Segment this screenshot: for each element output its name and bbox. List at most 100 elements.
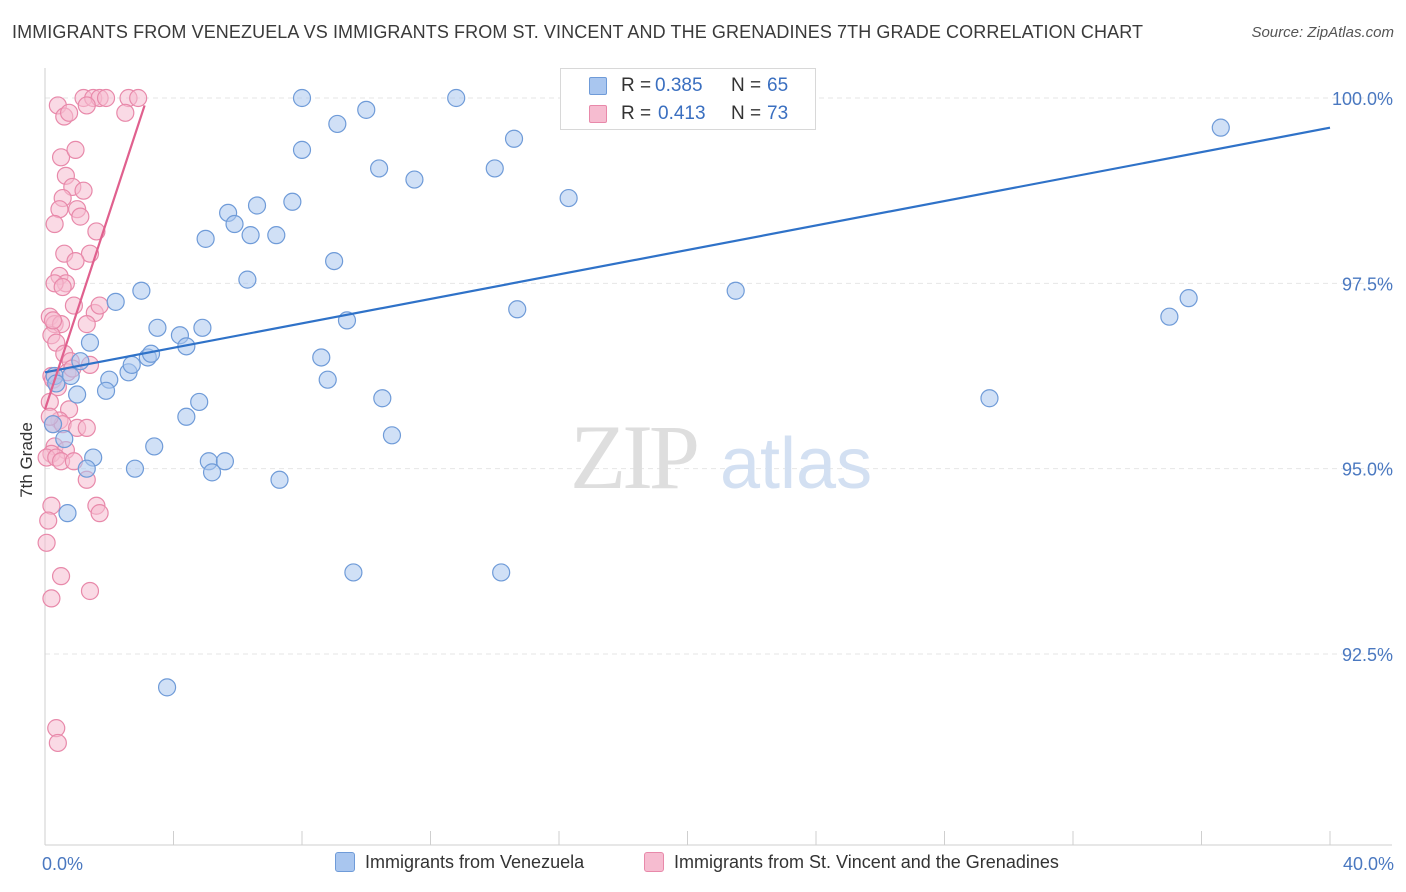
venezuela-point: [177, 407, 196, 426]
legend-n-value: 65: [767, 75, 789, 96]
venezuela-point: [370, 159, 389, 178]
watermark-zip: ZIP: [570, 406, 697, 508]
st-vincent-point: [77, 315, 96, 334]
venezuela-point: [312, 348, 331, 367]
venezuela-point: [145, 437, 164, 456]
correlation-legend: R = 0.385 N = 65 R = 0.413 N = 73: [560, 68, 816, 130]
st-vincent-point: [80, 581, 100, 601]
legend-r-value: 0.385: [655, 75, 703, 96]
chart-title: IMMIGRANTS FROM VENEZUELA VS IMMIGRANTS …: [12, 22, 1144, 42]
venezuela-point: [447, 88, 466, 108]
venezuela-point: [283, 192, 302, 211]
venezuela-point: [196, 229, 215, 248]
venezuela-point: [225, 214, 244, 234]
legend-r-label: R =: [621, 103, 652, 124]
x-tick-label-min: 0.0%: [42, 854, 83, 874]
legend-n-value: 73: [767, 103, 789, 124]
gridlines: [45, 97, 1392, 655]
venezuela-point: [148, 318, 167, 337]
legend-n-label: N =: [731, 75, 762, 96]
legend-swatch-st-vincent: [589, 105, 607, 123]
venezuela-point: [267, 226, 286, 245]
venezuela-point: [55, 429, 74, 449]
legend-r-label: R =: [621, 75, 652, 96]
venezuela-point: [504, 129, 524, 148]
venezuela-point: [58, 504, 77, 523]
st-vincent-point: [37, 533, 56, 552]
trend-line-venezuela: [44, 126, 1331, 374]
y-tick-label: 92.5%: [1342, 645, 1393, 665]
st-vincent-point: [53, 277, 72, 297]
venezuela-point: [485, 159, 504, 178]
st-vincent-point: [51, 567, 71, 586]
venezuela-point: [106, 292, 125, 311]
st-vincent-point: [129, 88, 148, 108]
bottom-legend-swatch-st-vincent: [644, 852, 664, 872]
y-tick-label: 95.0%: [1342, 460, 1393, 480]
st-vincent-point: [45, 214, 64, 234]
axes: [44, 68, 1392, 846]
st-vincent-point: [51, 148, 71, 167]
venezuela-point: [382, 426, 402, 445]
venezuela-point: [980, 389, 999, 408]
venezuela-point: [132, 281, 151, 300]
st-vincent-point: [43, 311, 63, 330]
bottom-legend-label-st-vincent: Immigrants from St. Vincent and the Gren…: [674, 852, 1059, 872]
legend-n-label: N =: [731, 103, 762, 124]
chart-source: Source: ZipAtlas.com: [1251, 24, 1394, 41]
venezuela-point: [190, 392, 209, 412]
bottom-legend-st-vincent: Immigrants from St. Vincent and the Gren…: [644, 852, 1059, 876]
venezuela-point: [157, 678, 177, 697]
venezuela-point: [125, 459, 145, 478]
venezuela-point: [373, 389, 392, 408]
y-tick-labels: 92.5% 95.0% 97.5% 100.0%: [1332, 89, 1393, 665]
venezuela-point: [292, 88, 312, 108]
legend-row-st-vincent: R = 0.413 N = 73: [561, 102, 815, 128]
venezuela-point: [292, 140, 312, 159]
venezuela-point: [508, 300, 527, 319]
st-vincent-point: [66, 140, 85, 159]
legend-swatch-venezuela: [589, 77, 607, 95]
venezuela-point: [492, 563, 511, 582]
st-vincent-point: [71, 207, 90, 226]
venezuela-point: [43, 415, 63, 434]
watermark-atlas: atlas: [720, 424, 872, 504]
st-vincent-point: [42, 496, 61, 515]
series-venezuela-points: [43, 88, 1230, 697]
venezuela-point: [68, 385, 87, 404]
y-tick-label: 97.5%: [1342, 274, 1393, 294]
venezuela-point: [270, 470, 289, 489]
y-tick-label: 100.0%: [1332, 89, 1393, 109]
venezuela-point: [80, 333, 100, 352]
x-tick-label-max: 40.0%: [1343, 854, 1394, 874]
venezuela-point: [238, 270, 257, 289]
series-st-vincent-points: [37, 88, 148, 753]
venezuela-point: [1211, 118, 1230, 137]
st-vincent-point: [116, 103, 135, 122]
venezuela-point: [344, 563, 363, 582]
st-vincent-point: [77, 418, 96, 437]
st-vincent-point: [96, 88, 116, 108]
venezuela-point: [318, 370, 337, 389]
venezuela-point: [357, 100, 376, 119]
venezuela-point: [77, 459, 96, 478]
venezuela-point: [193, 318, 212, 337]
st-vincent-point: [48, 733, 67, 753]
venezuela-point: [559, 188, 578, 208]
venezuela-point: [96, 381, 116, 400]
st-vincent-point: [87, 222, 106, 241]
bottom-legend-swatch-venezuela: [335, 852, 355, 872]
venezuela-point: [241, 226, 260, 245]
trend-lines: [43, 105, 1331, 410]
venezuela-point: [1160, 307, 1179, 326]
venezuela-point: [405, 170, 424, 189]
y-axis-label: 7th Grade: [17, 422, 36, 498]
bottom-legend-label-venezuela: Immigrants from Venezuela: [365, 852, 585, 872]
venezuela-point: [1179, 289, 1198, 308]
st-vincent-point: [77, 96, 96, 115]
legend-r-value: 0.413: [658, 103, 706, 124]
st-vincent-point: [74, 181, 93, 200]
venezuela-point: [122, 355, 141, 374]
venezuela-point: [328, 114, 347, 134]
